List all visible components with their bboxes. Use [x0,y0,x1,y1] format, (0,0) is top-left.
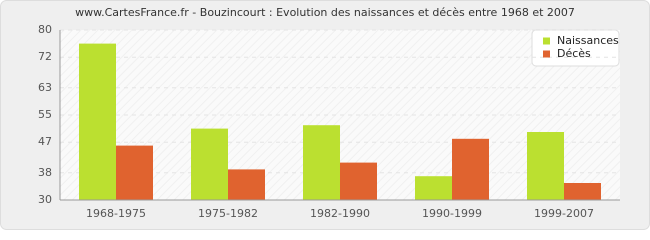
bar [228,169,265,200]
x-tick-label: 1968-1975 [86,207,146,220]
legend-swatch [543,37,550,45]
legend-label: Décès [557,47,591,60]
legend-swatch [543,50,550,58]
bar [564,183,601,200]
y-tick-label: 38 [38,166,52,179]
page: {"chart_data": {"type": "bar", "title": … [0,0,650,230]
x-tick-label: 1975-1982 [198,207,258,220]
bar [303,125,340,200]
x-tick-label: 1999-2007 [534,207,594,220]
y-tick-label: 80 [38,23,52,36]
bar [340,162,377,200]
y-tick-label: 72 [38,50,52,63]
x-tick-label: 1990-1999 [422,207,482,220]
bar [452,138,489,200]
x-tick-label: 1982-1990 [310,207,370,220]
y-tick-label: 55 [38,108,52,121]
chart-title: www.CartesFrance.fr - Bouzincourt : Evol… [75,6,575,19]
bar [527,132,564,200]
legend-label: Naissances [557,34,619,47]
bar [415,176,452,200]
bar [79,43,116,200]
bar [191,128,228,200]
y-tick-label: 47 [38,135,52,148]
y-tick-label: 63 [38,81,52,94]
y-tick-label: 30 [38,193,52,206]
bar [116,145,153,200]
chart: www.CartesFrance.fr - Bouzincourt : Evol… [0,0,650,230]
